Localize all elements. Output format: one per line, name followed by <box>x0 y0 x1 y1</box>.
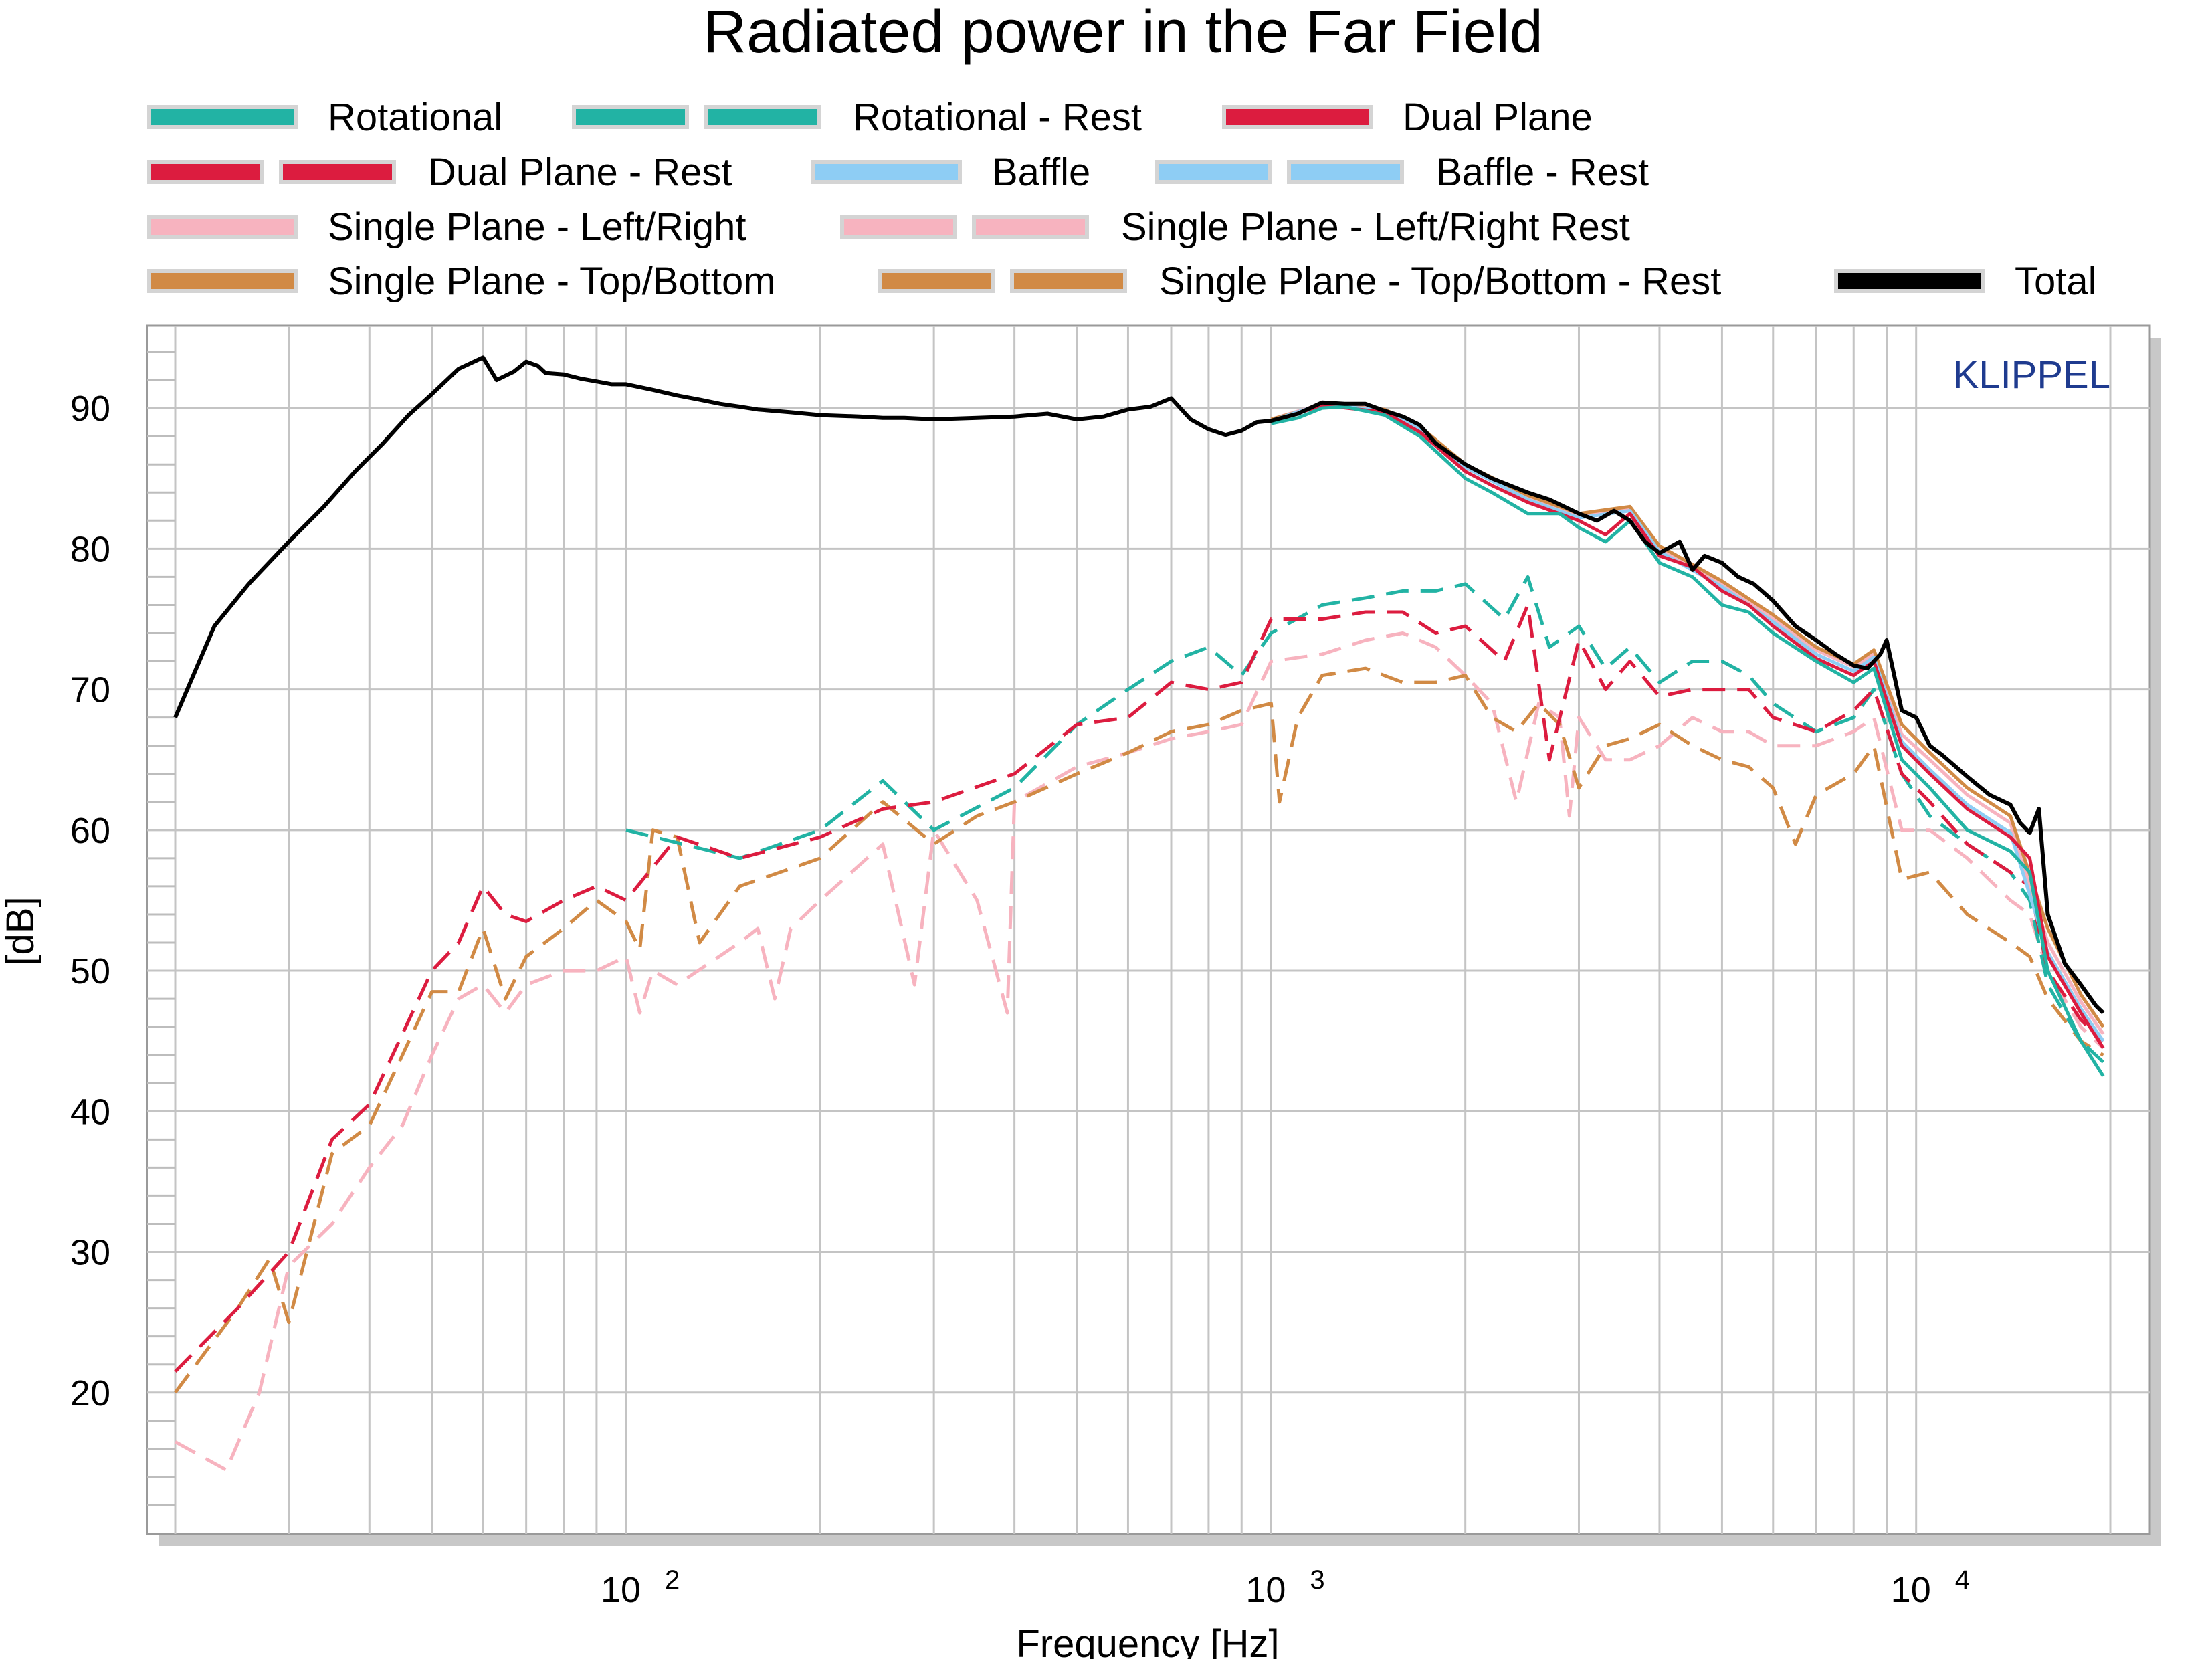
legend-label: Rotational <box>328 96 502 139</box>
minor-ticks <box>147 351 175 1506</box>
series-line-dual-plane <box>1270 403 2105 1050</box>
legend-label: Single Plane - Top/Bottom - Rest <box>1159 260 1721 303</box>
y-tick-label: 20 <box>70 1373 110 1413</box>
y-tick-label: 50 <box>70 951 110 991</box>
x-axis-label: Frequency [Hz] <box>1016 1622 1279 1659</box>
y-tick-label: 80 <box>70 529 110 569</box>
brand-label: KLIPPEL <box>1953 353 2110 397</box>
y-tick-label: 30 <box>70 1233 110 1273</box>
x-tick-exponent: 3 <box>1310 1565 1324 1595</box>
legend-swatch <box>708 109 817 125</box>
legend-swatch <box>1838 273 1981 289</box>
series-layer <box>173 355 2105 1472</box>
legend-label: Single Plane - Left/Right Rest <box>1121 205 1630 249</box>
y-tick-label: 70 <box>70 670 110 710</box>
x-tick-label: 10 <box>1891 1570 1931 1610</box>
legend-swatch <box>1014 273 1123 289</box>
legend-label: Single Plane - Left/Right <box>328 205 746 249</box>
x-tick-label: 10 <box>601 1570 641 1610</box>
x-tick-labels: 10 2 10 3 10 4 <box>601 1565 1970 1610</box>
x-tick-label: 10 <box>1245 1570 1286 1610</box>
y-axis-label: [dB] <box>0 896 42 965</box>
y-tick-label: 90 <box>70 389 110 429</box>
series-line-rotational <box>1270 405 2105 1078</box>
legend-swatch <box>815 164 958 180</box>
legend-swatch <box>1226 109 1369 125</box>
legend-label: Dual Plane <box>1403 96 1593 139</box>
legend-label: Total <box>2015 260 2097 303</box>
x-tick-exponent: 4 <box>1955 1565 1970 1595</box>
plot-area <box>146 324 2151 1535</box>
legend-label: Dual Plane - Rest <box>428 151 732 194</box>
legend-swatch <box>882 273 991 289</box>
chart-title: Radiated power in the Far Field <box>703 0 1543 66</box>
legend-swatch <box>844 219 953 235</box>
legend-label: Baffle <box>992 151 1090 194</box>
series-line-total <box>173 355 2105 1015</box>
legend-swatch <box>283 164 392 180</box>
legend-swatch <box>976 219 1085 235</box>
series-line-single-plane-left-right-rest <box>174 631 2105 1472</box>
x-tick-exponent: 2 <box>665 1565 680 1595</box>
legend-swatch <box>151 109 294 125</box>
y-tick-label: 60 <box>70 811 110 851</box>
y-tick-labels: 20 30 40 50 60 70 80 90 <box>70 389 110 1413</box>
series-line-dual-plane-rest <box>174 603 2105 1373</box>
y-tick-label: 40 <box>70 1092 110 1132</box>
legend-swatch <box>151 219 294 235</box>
legend: Rotational Rotational - Rest Dual Plane Dua… <box>147 96 2097 303</box>
series-line-rotational-rest <box>625 575 2105 1064</box>
legend-swatch <box>1291 164 1400 180</box>
series-line-single-plane-top-bottom <box>1270 403 2105 1028</box>
legend-label: Single Plane - Top/Bottom <box>328 260 776 303</box>
legend-swatch <box>151 164 260 180</box>
legend-label: Baffle - Rest <box>1436 151 1649 194</box>
legend-swatch <box>576 109 685 125</box>
legend-label: Rotational - Rest <box>853 96 1142 139</box>
legend-swatch <box>1159 164 1268 180</box>
legend-swatch <box>151 273 294 289</box>
series-line-single-plane-top-bottom-rest <box>173 666 2104 1394</box>
